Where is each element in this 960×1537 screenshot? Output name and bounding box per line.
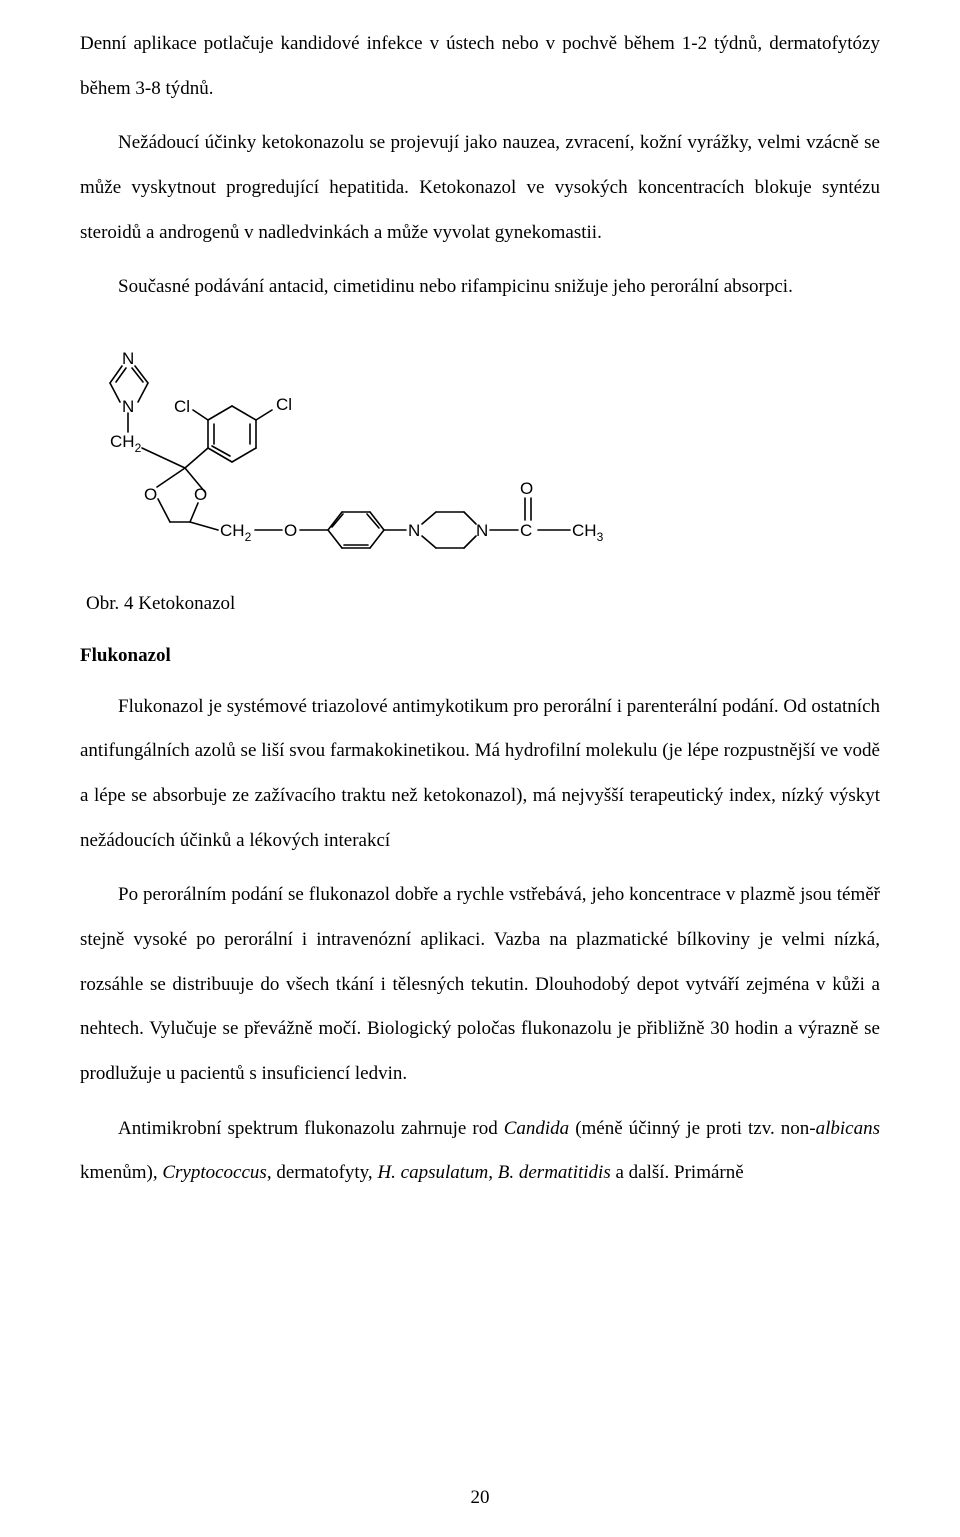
fluko-p3-hcaps: H. capsulatum, B. dermatitidis [377,1162,610,1183]
fluko-p3-b: (méně účinný je proti tzv. non- [569,1118,815,1139]
ketokonazol-svg: N N CH2 Cl Cl O O CH2 O N N C O CH3 [80,340,660,570]
atom-N-3: N [408,521,420,540]
atom-O-3: O [284,521,297,540]
fluko-p3-e: a další. Primárně [611,1162,744,1183]
fluko-p3-a: Antimikrobní spektrum flukonazolu zahrnu… [118,1118,504,1139]
page: Denní aplikace potlačuje kandidové infek… [0,0,960,1537]
fluko-p3-candida: Candida [504,1118,569,1139]
page-number: 20 [0,1487,960,1509]
atom-N-4: N [476,521,488,540]
atom-CH3: CH3 [572,521,604,544]
fluko-p3-d: , dermatofyty, [267,1162,378,1183]
atom-O-1: O [144,485,157,504]
fluko-paragraph-1: Flukonazol je systémové triazolové antim… [80,685,880,864]
fluko-p3-albicans: albicans [816,1118,880,1139]
fluko-p3-c: kmenům), [80,1162,162,1183]
atom-O-double: O [520,479,533,498]
atom-CH2-b: CH2 [220,521,252,544]
atom-N-top: N [122,349,134,368]
paragraph-3: Současné podávání antacid, cimetidinu ne… [80,265,880,310]
paragraph-2: Nežádoucí účinky ketokonazolu se projevu… [80,121,880,255]
fluko-paragraph-3: Antimikrobní spektrum flukonazolu zahrnu… [80,1107,880,1196]
atom-C: C [520,521,532,540]
paragraph-1: Denní aplikace potlačuje kandidové infek… [80,22,880,111]
atom-CH2-a: CH2 [110,432,142,455]
atom-O-2: O [194,485,207,504]
fluko-paragraph-2: Po perorálním podání se flukonazol dobře… [80,873,880,1096]
atom-Cl-2: Cl [276,395,292,414]
ketokonazol-structure-figure: N N CH2 Cl Cl O O CH2 O N N C O CH3 [80,340,880,575]
atom-N-lower: N [122,397,134,416]
subheading-flukonazol: Flukonazol [80,645,880,667]
atom-Cl-1: Cl [174,397,190,416]
figure-caption: Obr. 4 Ketokonazol [86,593,880,615]
fluko-p3-cryptococcus: Cryptococcus [162,1162,266,1183]
